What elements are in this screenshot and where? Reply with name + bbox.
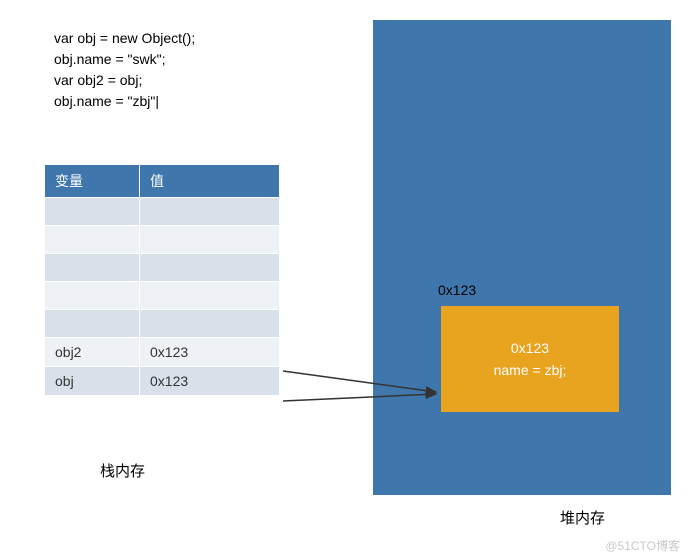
stack-table: 变量 值 obj2 0x123 obj 0x12 bbox=[44, 164, 280, 396]
cell-var: obj bbox=[45, 367, 140, 396]
cell-var bbox=[45, 282, 140, 310]
table-header-val: 值 bbox=[140, 165, 280, 198]
table-row: obj 0x123 bbox=[45, 367, 280, 396]
cell-var bbox=[45, 254, 140, 282]
cell-var: obj2 bbox=[45, 338, 140, 367]
code-block: var obj = new Object(); obj.name = "swk"… bbox=[54, 28, 195, 112]
cell-val bbox=[140, 254, 280, 282]
heap-object: 0x123 name = zbj; bbox=[441, 306, 619, 412]
cell-var bbox=[45, 198, 140, 226]
code-line: obj.name = "swk"; bbox=[54, 49, 195, 70]
heap-memory-box bbox=[373, 20, 671, 495]
watermark: @51CTO博客 bbox=[605, 537, 680, 554]
cell-val bbox=[140, 226, 280, 254]
heap-object-content: name = zbj; bbox=[494, 359, 567, 381]
code-line: obj.name = "zbj"| bbox=[54, 91, 195, 112]
table-header-var: 变量 bbox=[45, 165, 140, 198]
table-row: obj2 0x123 bbox=[45, 338, 280, 367]
cell-var bbox=[45, 226, 140, 254]
code-line: var obj2 = obj; bbox=[54, 70, 195, 91]
table-row bbox=[45, 310, 280, 338]
table-row bbox=[45, 198, 280, 226]
table-row bbox=[45, 282, 280, 310]
cell-val bbox=[140, 198, 280, 226]
heap-memory-label: 堆内存 bbox=[560, 507, 605, 528]
cell-val bbox=[140, 282, 280, 310]
heap-object-address: 0x123 bbox=[438, 282, 476, 298]
table-row bbox=[45, 226, 280, 254]
table-row bbox=[45, 254, 280, 282]
stack-memory-label: 栈内存 bbox=[100, 460, 145, 481]
cell-val: 0x123 bbox=[140, 367, 280, 396]
cell-val: 0x123 bbox=[140, 338, 280, 367]
cell-val bbox=[140, 310, 280, 338]
cell-var bbox=[45, 310, 140, 338]
heap-object-id: 0x123 bbox=[511, 337, 549, 359]
code-line: var obj = new Object(); bbox=[54, 28, 195, 49]
